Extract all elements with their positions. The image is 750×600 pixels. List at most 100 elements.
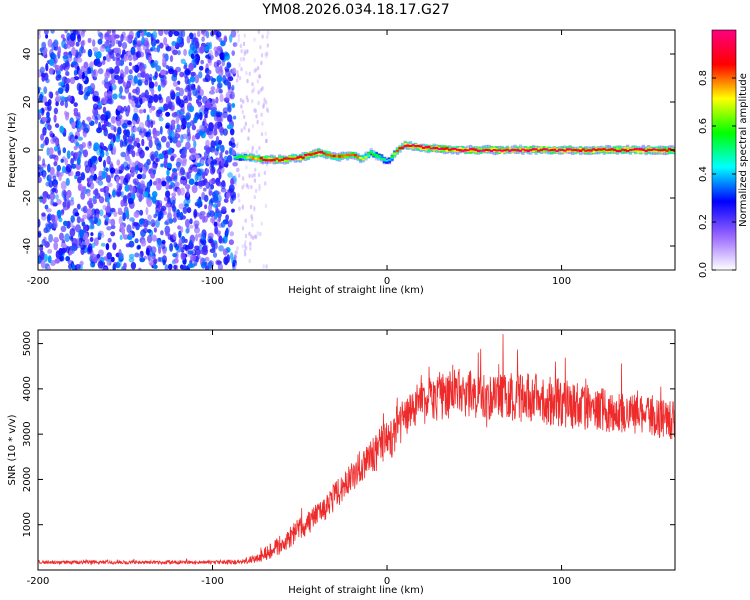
spectrogram-noise-cell: [258, 74, 261, 79]
spectrogram-noise-cell: [94, 188, 99, 196]
spectrogram-noise-cell: [172, 81, 178, 87]
spectrogram-noise-cell: [185, 184, 191, 190]
spectrogram-noise-cell: [119, 175, 125, 181]
spectrogram-noise-cell: [177, 124, 184, 130]
spectrogram-noise-cell: [156, 182, 162, 191]
spectrogram-signal-cell: [654, 148, 659, 151]
spectrogram-noise-cell: [139, 149, 145, 159]
spectrogram-signal-cell: [398, 147, 402, 150]
spectrogram-noise-cell: [144, 48, 151, 56]
spectrogram-noise-cell: [128, 69, 133, 75]
spectrogram-noise-cell: [247, 136, 250, 141]
spectrogram-noise-cell: [87, 37, 92, 44]
spectrogram-signal-cell: [335, 155, 339, 158]
spectrogram-noise-cell: [180, 251, 186, 261]
spectrogram-noise-cell: [89, 182, 95, 190]
spectrogram-noise-cell: [181, 30, 186, 38]
spectrogram-noise-cell: [245, 95, 248, 100]
spectrogram-noise-cell: [204, 45, 210, 52]
spectrogram-signal-cell: [317, 151, 321, 154]
spectrogram-signal-cell: [293, 157, 297, 160]
spectrogram-signal-cell: [288, 157, 292, 160]
spectrogram-noise-cell: [205, 146, 211, 154]
spectrogram-signal-cell: [607, 148, 611, 151]
spectrogram-noise-cell: [104, 121, 110, 126]
spectrogram-noise-cell: [78, 183, 83, 189]
spectrogram-noise-cell: [92, 47, 99, 52]
spectrogram-noise-cell: [145, 247, 150, 256]
spectrogram-noise-cell: [181, 118, 187, 127]
spectrogram-signal-cell: [380, 157, 384, 160]
spectrogram-signal-cell: [660, 149, 664, 152]
spectrogram-noise-cell: [65, 194, 70, 200]
spectrogram-noise-cell: [113, 261, 118, 268]
spectrogram-noise-cell: [175, 116, 180, 124]
spectrogram-noise-cell: [105, 167, 109, 172]
spectrogram-noise-cell: [100, 242, 106, 247]
spectrogram-noise-cell: [251, 82, 254, 87]
spectrogram-noise-cell: [254, 188, 258, 194]
spectrogram-noise-cell: [189, 224, 194, 229]
spectrogram-noise-cell: [91, 242, 96, 248]
spectrogram-signal-cell: [319, 151, 324, 154]
spectrogram-noise-cell: [262, 102, 266, 107]
spectrogram-noise-cell: [245, 70, 248, 76]
spectrogram-noise-cell: [95, 58, 101, 65]
spectrogram-x-tick-label: 100: [552, 276, 571, 287]
spectrogram-signal-cell: [450, 147, 454, 151]
spectrogram-noise-cell: [97, 232, 102, 238]
spectrogram-noise-cell: [179, 87, 184, 97]
spectrogram-noise-cell: [70, 32, 76, 42]
spectrogram-signal-cell: [484, 148, 488, 151]
spectrogram-noise-cell: [251, 99, 254, 104]
spectrogram-noise-cell: [170, 101, 175, 111]
spectrogram-noise-cell: [61, 40, 66, 48]
spectrogram-noise-cell: [126, 80, 132, 89]
spectrogram-noise-cell: [193, 116, 198, 124]
spectrogram-noise-cell: [47, 265, 51, 270]
spectrogram-noise-cell: [112, 56, 116, 62]
snr-y-tick-label: 1000: [22, 512, 33, 537]
spectrogram-cells: [38, 30, 675, 270]
spectrogram-noise-cell: [264, 203, 268, 209]
spectrogram-signal-cell: [644, 149, 648, 152]
spectrogram-noise-cell: [80, 218, 85, 223]
spectrogram-noise-cell: [168, 68, 174, 75]
spectrogram-noise-cell: [60, 225, 67, 232]
spectrogram-noise-cell: [240, 67, 243, 72]
spectrogram-noise-cell: [191, 124, 197, 131]
spectrogram-noise-cell: [103, 126, 107, 133]
spectrogram-noise-cell: [176, 36, 182, 44]
spectrogram-noise-cell: [177, 242, 183, 248]
spectrogram-noise-cell: [75, 51, 82, 59]
spectrogram-noise-cell: [160, 230, 164, 236]
spectrogram-noise-cell: [173, 111, 178, 117]
spectrogram-noise-cell: [200, 261, 207, 269]
spectrogram-signal-cell: [264, 159, 269, 162]
spectrogram-noise-cell: [104, 31, 110, 41]
spectrogram-noise-cell: [127, 74, 134, 81]
spectrogram-noise-cell: [207, 69, 212, 75]
spectrogram-noise-cell: [203, 152, 208, 157]
spectrogram-noise-cell: [199, 89, 204, 97]
spectrogram-noise-cell: [125, 146, 131, 156]
spectrogram-noise-cell: [147, 214, 152, 221]
spectrogram-noise-cell: [43, 253, 48, 263]
spectrogram-noise-cell: [152, 30, 158, 39]
spectrogram-noise-cell: [243, 49, 246, 54]
spectrogram-noise-cell: [181, 149, 187, 159]
spectrogram-signal-cell: [361, 158, 365, 161]
spectrogram-noise-cell: [165, 183, 170, 189]
spectrogram-noise-cell: [79, 46, 83, 55]
spectrogram-noise-cell: [144, 89, 149, 99]
spectrogram-signal-cell: [492, 149, 496, 151]
spectrogram-noise-cell: [211, 78, 217, 83]
spectrogram-noise-cell: [134, 180, 138, 186]
spectrogram-signal-cell: [634, 148, 638, 151]
spectrogram-noise-cell: [257, 172, 261, 178]
spectrogram-noise-cell: [253, 37, 256, 42]
spectrogram-signal-cell: [262, 156, 266, 161]
spectrogram-noise-cell: [63, 55, 69, 63]
spectrogram-noise-cell: [239, 97, 243, 103]
